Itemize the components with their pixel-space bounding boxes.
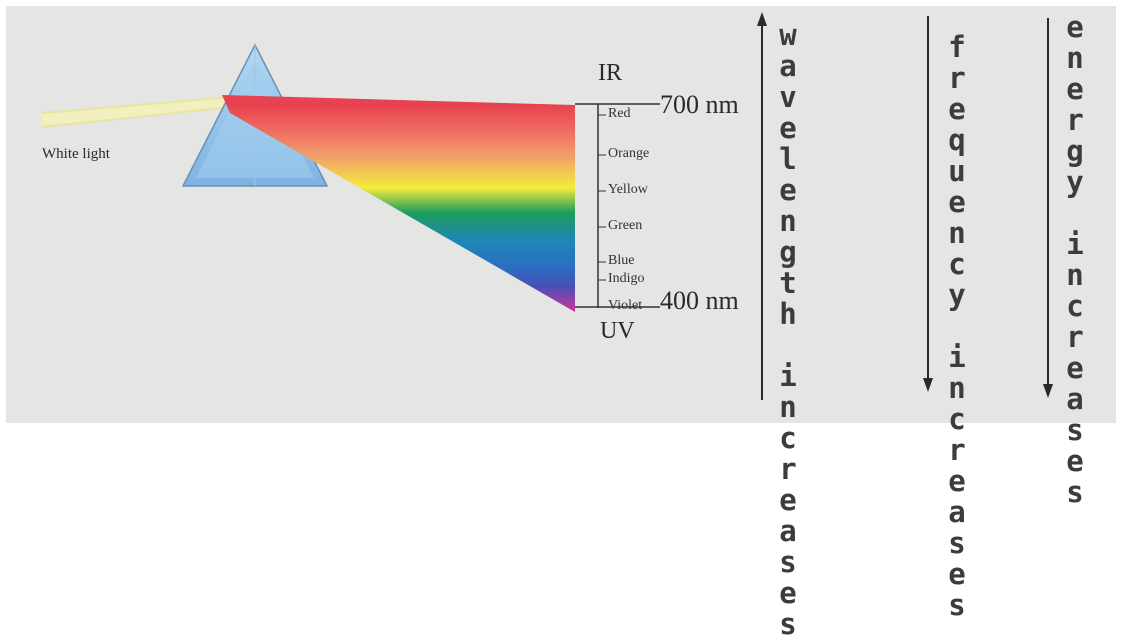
color-label-green: Green bbox=[608, 218, 643, 233]
wavelength-arrow-head bbox=[757, 12, 767, 26]
ir-label: IR bbox=[598, 60, 622, 86]
beam-edge-top bbox=[41, 94, 256, 114]
color-label-yellow: Yellow bbox=[608, 182, 648, 197]
color-label-violet: Violet bbox=[608, 298, 643, 313]
white-light-beam bbox=[42, 94, 262, 128]
wavelength-400-label: 400 nm bbox=[660, 286, 739, 315]
color-label-blue: Blue bbox=[608, 253, 635, 268]
frequency-increases-label: frequency increases bbox=[940, 30, 974, 619]
color-label-orange: Orange bbox=[608, 146, 650, 161]
white-light-label: White light bbox=[42, 146, 110, 162]
color-label-indigo: Indigo bbox=[608, 271, 645, 286]
energy-arrow-head bbox=[1043, 384, 1053, 398]
energy-increases-label: energy increases bbox=[1058, 10, 1092, 506]
uv-label: UV bbox=[600, 318, 635, 344]
frequency-arrow-head bbox=[923, 378, 933, 392]
spectrum-fan bbox=[222, 95, 575, 312]
prism-spectrum-diagram bbox=[41, 12, 1053, 400]
color-label-red: Red bbox=[608, 106, 631, 121]
wavelength-700-label: 700 nm bbox=[660, 90, 739, 119]
wavelength-increases-label: wavelength increases bbox=[771, 18, 805, 638]
